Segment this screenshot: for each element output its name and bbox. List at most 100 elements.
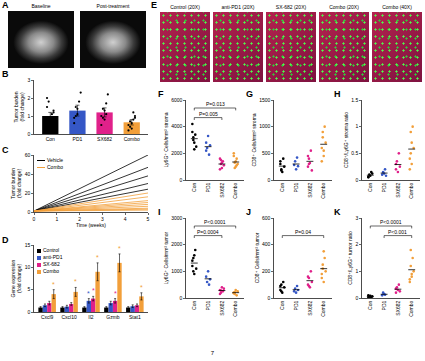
- svg-text:500: 500: [262, 150, 271, 156]
- svg-text:6000: 6000: [171, 97, 182, 103]
- svg-text:1500: 1500: [259, 97, 270, 103]
- svg-text:SX682: SX682: [307, 182, 313, 197]
- svg-text:1000: 1000: [171, 268, 182, 274]
- svg-text:Gene expression(fold change): Gene expression(fold change): [10, 259, 23, 297]
- svg-text:Combo: Combo: [408, 300, 414, 316]
- svg-text:400: 400: [262, 241, 271, 247]
- svg-text:CD8⁺/Ly6G⁺ tumor ratio: CD8⁺/Ly6G⁺ tumor ratio: [347, 231, 353, 285]
- svg-text:PD1: PD1: [205, 182, 211, 192]
- svg-text:P=0.005: P=0.005: [199, 111, 218, 117]
- svg-text:Tumor burden(fold change): Tumor burden(fold change): [13, 91, 26, 122]
- svg-text:*: *: [114, 290, 117, 297]
- svg-text:Il2: Il2: [88, 314, 94, 320]
- svg-text:3000: 3000: [171, 215, 182, 221]
- svg-text:PD1: PD1: [381, 182, 387, 192]
- svg-text:2: 2: [78, 216, 81, 222]
- svg-text:CD8⁺/Ly6G⁺ stroma ratio: CD8⁺/Ly6G⁺ stroma ratio: [343, 112, 349, 168]
- svg-text:Tumor burden(fold change): Tumor burden(fold change): [10, 168, 23, 199]
- svg-text:200: 200: [262, 268, 271, 274]
- svg-text:3: 3: [101, 216, 104, 222]
- svg-text:Combo: Combo: [232, 182, 238, 198]
- svg-text:Con: Con: [367, 182, 373, 191]
- svg-text:0.5: 0.5: [351, 150, 358, 156]
- svg-text:P=0.013: P=0.013: [206, 101, 225, 107]
- svg-text:Con: Con: [191, 182, 197, 191]
- svg-text:3: 3: [28, 77, 31, 83]
- svg-text:Combo: Combo: [320, 182, 326, 198]
- svg-text:SX682: SX682: [307, 300, 313, 315]
- svg-text:1: 1: [356, 268, 359, 274]
- svg-text:P<0.0001: P<0.0001: [380, 219, 402, 225]
- svg-text:PD1: PD1: [381, 300, 387, 310]
- svg-text:Combo: Combo: [232, 300, 238, 316]
- svg-text:1: 1: [356, 123, 359, 129]
- svg-text:Ly6G⁺ Cells/mm² stroma: Ly6G⁺ Cells/mm² stroma: [163, 112, 169, 167]
- svg-text:0: 0: [28, 209, 31, 215]
- svg-text:Con: Con: [279, 182, 285, 191]
- svg-text:600: 600: [262, 215, 271, 221]
- svg-text:1.5: 1.5: [351, 97, 358, 103]
- svg-text:Gzmb: Gzmb: [106, 314, 120, 320]
- svg-text:0: 0: [33, 216, 36, 222]
- svg-text:0: 0: [356, 177, 359, 183]
- svg-text:SX682: SX682: [97, 136, 112, 142]
- svg-text:PD1: PD1: [293, 182, 299, 192]
- svg-text:Cxcl10: Cxcl10: [61, 314, 77, 320]
- svg-text:0: 0: [356, 295, 359, 301]
- svg-text:0: 0: [180, 177, 183, 183]
- svg-text:Con: Con: [367, 300, 373, 309]
- svg-text:Cxcl9: Cxcl9: [41, 314, 54, 320]
- svg-text:1: 1: [55, 216, 58, 222]
- svg-text:PD1: PD1: [73, 136, 83, 142]
- svg-text:*: *: [118, 245, 121, 252]
- svg-text:5: 5: [28, 286, 31, 292]
- svg-text:*: *: [92, 287, 95, 294]
- svg-text:CD8⁺ Cells/mm² stroma: CD8⁺ Cells/mm² stroma: [251, 113, 257, 166]
- svg-text:*: *: [96, 254, 99, 261]
- svg-text:P<0.001: P<0.001: [388, 229, 407, 235]
- svg-text:5: 5: [147, 216, 150, 222]
- svg-text:0: 0: [268, 295, 271, 301]
- svg-text:0: 0: [180, 295, 183, 301]
- svg-text:SX682: SX682: [219, 300, 225, 315]
- svg-text:SX682: SX682: [395, 300, 401, 315]
- svg-text:0: 0: [268, 177, 271, 183]
- svg-text:SX682: SX682: [219, 182, 225, 197]
- svg-text:Combo: Combo: [408, 182, 414, 198]
- svg-text:*: *: [140, 284, 143, 291]
- svg-text:1: 1: [28, 113, 31, 119]
- svg-text:40: 40: [25, 171, 31, 177]
- svg-text:PD1: PD1: [293, 300, 299, 310]
- svg-text:0: 0: [28, 309, 31, 315]
- svg-text:Combo: Combo: [124, 136, 140, 142]
- svg-text:Con: Con: [46, 136, 55, 142]
- svg-text:Ly6G⁺ Cells/mm² tumor: Ly6G⁺ Cells/mm² tumor: [163, 231, 169, 284]
- svg-text:PD1: PD1: [205, 300, 211, 310]
- svg-text:SX682: SX682: [395, 182, 401, 197]
- svg-text:Combo: Combo: [320, 300, 326, 316]
- svg-text:10: 10: [25, 264, 31, 270]
- svg-text:2: 2: [356, 241, 359, 247]
- svg-text:4000: 4000: [171, 123, 182, 129]
- svg-text:2000: 2000: [171, 241, 182, 247]
- svg-text:2: 2: [28, 95, 31, 101]
- svg-text:P=0.04: P=0.04: [295, 229, 311, 235]
- svg-text:1000: 1000: [259, 123, 270, 129]
- svg-text:P=0.0004: P=0.0004: [197, 229, 219, 235]
- svg-text:3: 3: [356, 215, 359, 221]
- svg-text:15: 15: [25, 242, 31, 248]
- svg-text:60: 60: [25, 152, 31, 158]
- svg-text:CD8⁺ Cells/mm² tumor: CD8⁺ Cells/mm² tumor: [254, 232, 260, 283]
- svg-text:Time (weeks): Time (weeks): [76, 222, 106, 228]
- svg-text:Con: Con: [191, 300, 197, 309]
- svg-text:4: 4: [124, 216, 127, 222]
- svg-text:20: 20: [25, 190, 31, 196]
- svg-text:*: *: [74, 278, 77, 285]
- svg-text:*: *: [52, 281, 55, 288]
- svg-text:0: 0: [28, 131, 31, 137]
- svg-text:Con: Con: [279, 300, 285, 309]
- svg-text:2000: 2000: [171, 150, 182, 156]
- svg-text:*: *: [87, 290, 90, 297]
- svg-text:Stat1: Stat1: [129, 314, 141, 320]
- svg-text:P<0.0001: P<0.0001: [204, 219, 226, 225]
